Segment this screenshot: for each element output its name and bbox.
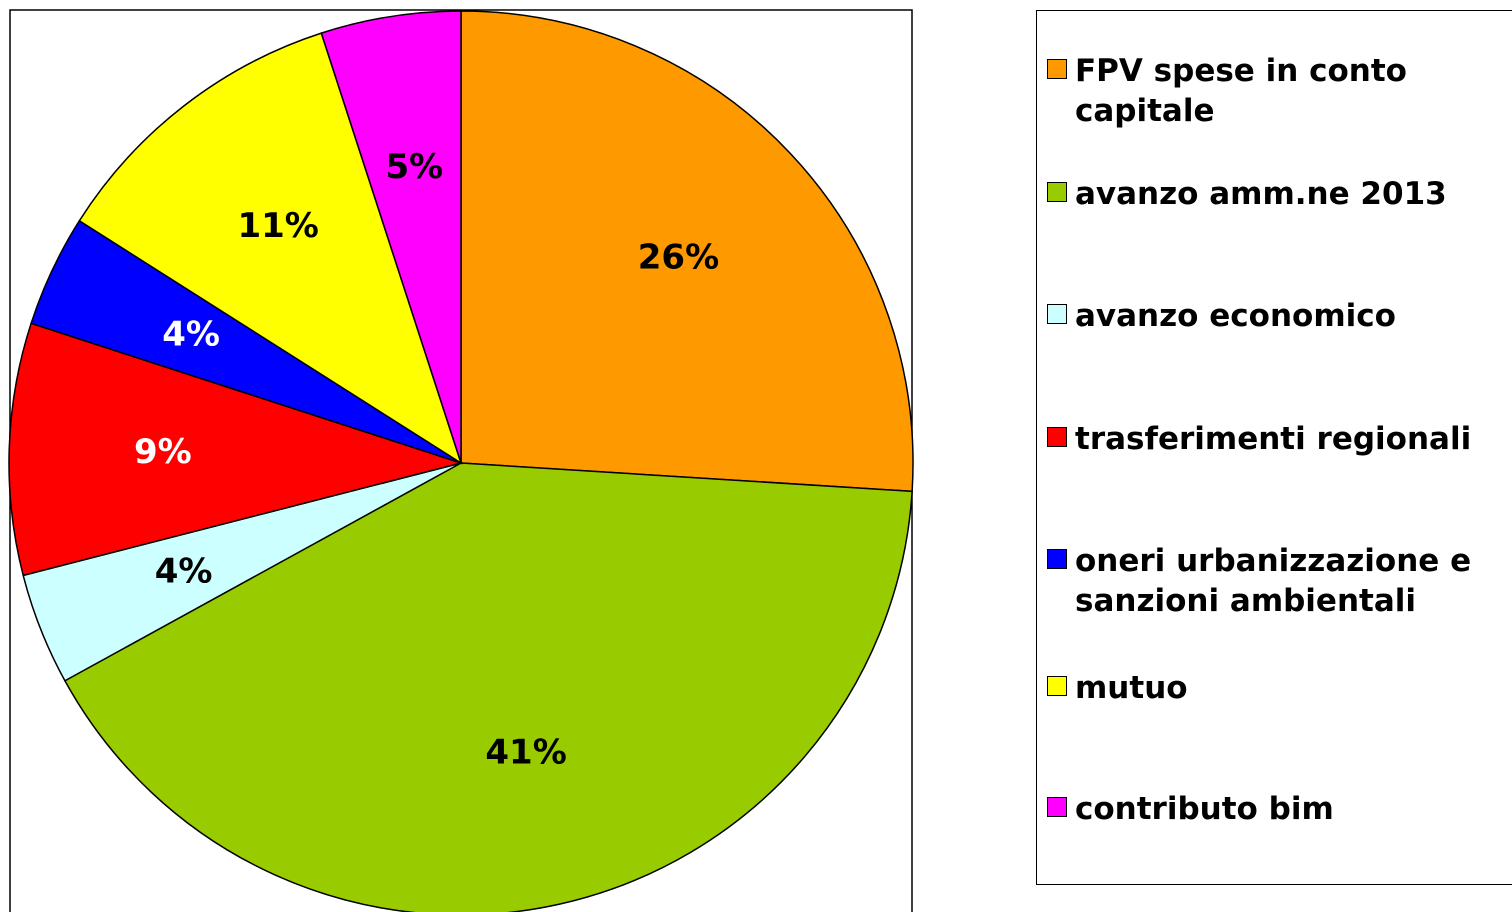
pie-slice [78, 32, 463, 465]
pie-slice [460, 10, 914, 493]
legend-swatch [1047, 797, 1067, 817]
legend-entry: contributo bim [1047, 789, 1505, 829]
pie-slice [320, 10, 462, 464]
legend-swatch [1047, 182, 1067, 202]
pie-slice [8, 322, 464, 577]
data-label: 5% [385, 147, 443, 187]
data-label: 4% [155, 551, 213, 591]
data-label: 26% [638, 237, 719, 277]
pie-slice [63, 462, 913, 912]
legend-entry: oneri urbanizzazione e sanzioni ambienta… [1047, 541, 1505, 621]
legend-entry: trasferimenti regionali [1047, 419, 1505, 459]
chart: 26% 41% 4% 9% 4% 11% 5% [8, 9, 914, 912]
legend-label: oneri urbanizzazione e sanzioni ambienta… [1075, 543, 1472, 619]
legend-label: avanzo economico [1075, 298, 1396, 334]
legend-entry: avanzo economico [1047, 296, 1505, 336]
data-label: 11% [237, 206, 318, 246]
legend-swatch [1047, 549, 1067, 569]
legend-entry: FPV spese in conto capitale [1047, 51, 1505, 131]
legend-swatch [1047, 676, 1067, 696]
data-label: 9% [134, 432, 192, 472]
legend-swatch [1047, 427, 1067, 447]
legend-label: avanzo amm.ne 2013 [1075, 176, 1447, 212]
legend-swatch [1047, 59, 1067, 79]
data-label: 4% [162, 314, 220, 354]
legend-label: contributo bim [1075, 791, 1334, 827]
data-label: 41% [485, 733, 566, 773]
legend-entry: mutuo [1047, 668, 1505, 708]
legend-entry: avanzo amm.ne 2013 [1047, 174, 1505, 214]
legend: FPV spese in conto capitale avanzo amm.ne… [1036, 10, 1512, 885]
legend-swatch [1047, 304, 1067, 324]
legend-label: FPV spese in conto capitale [1075, 53, 1407, 129]
legend-label: mutuo [1075, 670, 1188, 706]
legend-label: trasferimenti regionali [1075, 421, 1472, 457]
